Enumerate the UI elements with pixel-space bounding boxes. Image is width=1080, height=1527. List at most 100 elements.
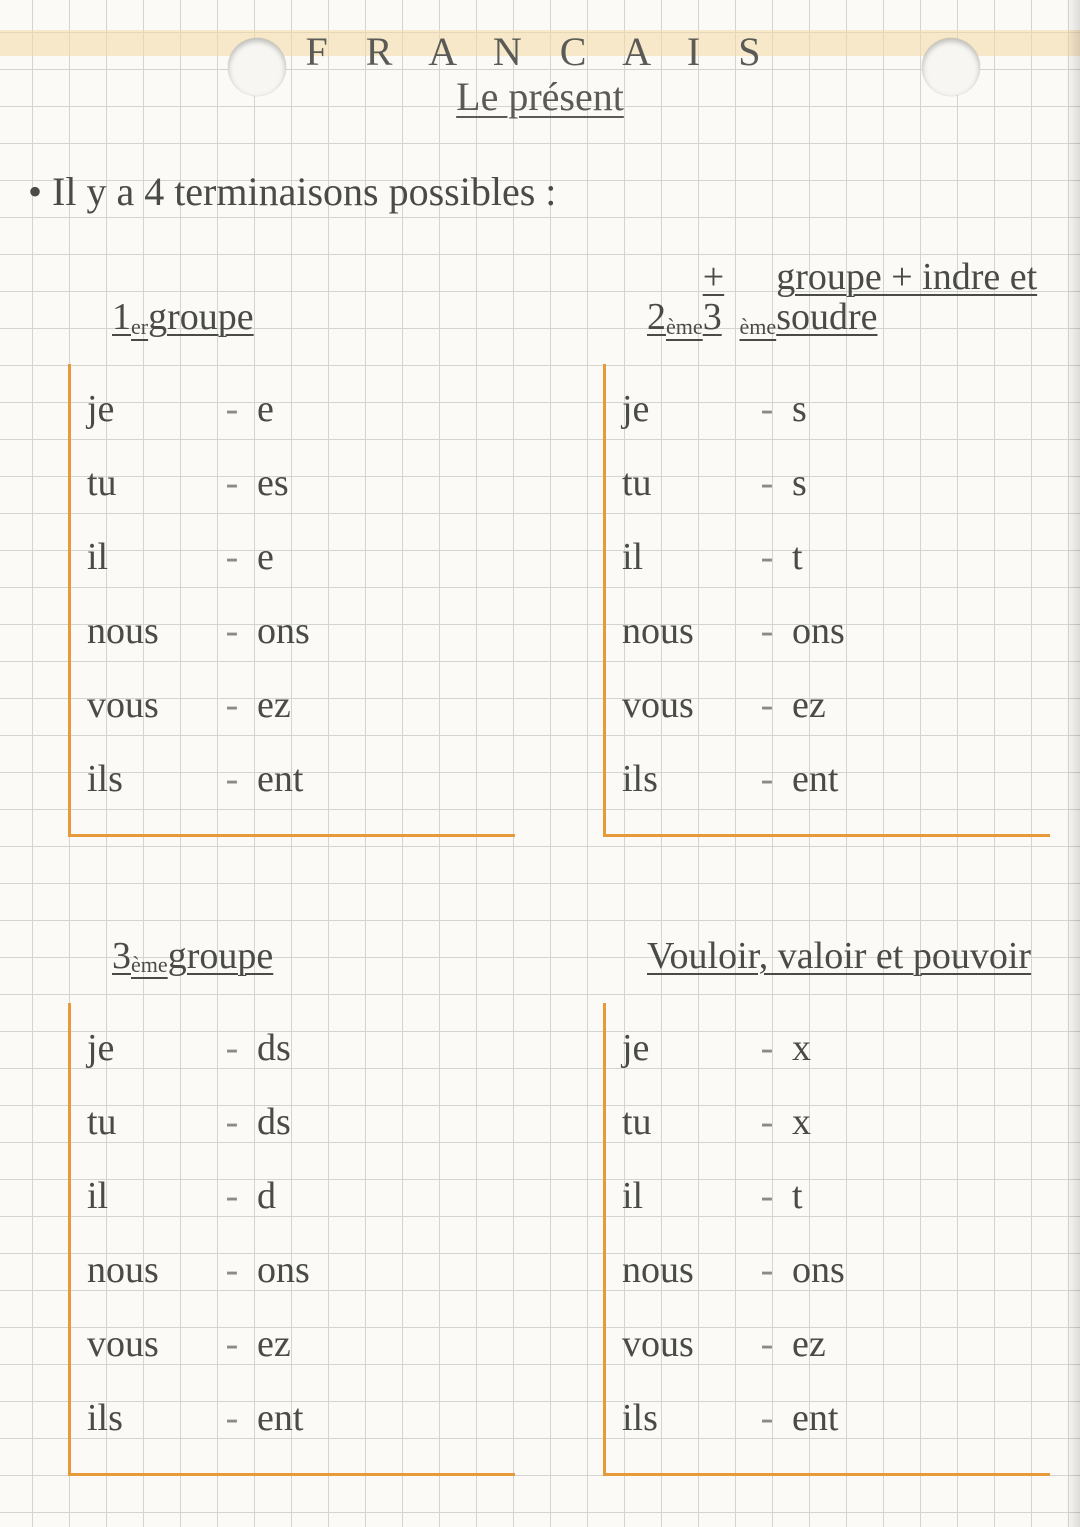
dash: - (207, 461, 257, 505)
pronoun: nous (622, 609, 742, 653)
conjugation-row: vous-ez (622, 668, 1050, 742)
dash: - (742, 1174, 792, 1218)
ending: ons (257, 609, 310, 653)
title-block: F R A N C A I S Le présent (0, 28, 1080, 120)
conjugation-row: vous-ez (87, 1307, 515, 1381)
dash: - (207, 535, 257, 579)
dash: - (207, 387, 257, 431)
title-main: F R A N C A I S (0, 28, 1080, 75)
pronoun: ils (87, 757, 207, 801)
ending: t (792, 535, 803, 579)
dash: - (742, 1322, 792, 1366)
ending: e (257, 387, 274, 431)
title-sub: Le présent (0, 73, 1080, 120)
ending: x (792, 1026, 811, 1070)
conjugation-box: je-stu-sil-tnous-onsvous-ezils-ent (603, 364, 1050, 837)
groups-grid: 1er groupeje-etu-esil-enous-onsvous-ezil… (40, 250, 1060, 1507)
ending: e (257, 535, 274, 579)
dash: - (207, 757, 257, 801)
ending: t (792, 1174, 803, 1218)
ending: ent (257, 1396, 303, 1440)
pronoun: il (87, 1174, 207, 1218)
conjugation-box: je-etu-esil-enous-onsvous-ezils-ent (68, 364, 515, 837)
conjugation-row: ils-ent (87, 742, 515, 816)
pronoun: nous (87, 1248, 207, 1292)
pronoun: tu (622, 461, 742, 505)
dash: - (207, 1322, 257, 1366)
pronoun: vous (622, 683, 742, 727)
pronoun: tu (87, 461, 207, 505)
conjugation-row: ils-ent (622, 742, 1050, 816)
conjugation-row: il-d (87, 1159, 515, 1233)
dash: - (742, 609, 792, 653)
pronoun: vous (87, 1322, 207, 1366)
dash: - (207, 1396, 257, 1440)
dash: - (207, 1100, 257, 1144)
pronoun: je (87, 387, 207, 431)
ending: x (792, 1100, 811, 1144)
pronoun: je (622, 1026, 742, 1070)
ending: ez (792, 1322, 826, 1366)
dash: - (207, 609, 257, 653)
pronoun: ils (622, 757, 742, 801)
conjugation-row: je-s (622, 372, 1050, 446)
conjugation-box: je-dstu-dsil-dnous-onsvous-ezils-ent (68, 1003, 515, 1476)
intro-text: • Il y a 4 terminaisons possibles : (28, 168, 556, 215)
conjugation-row: tu-s (622, 446, 1050, 520)
ending: s (792, 461, 807, 505)
page-shadow (1066, 0, 1080, 1527)
pronoun: il (622, 535, 742, 579)
dash: - (742, 1248, 792, 1292)
conjugation-row: tu-es (87, 446, 515, 520)
ending: d (257, 1174, 276, 1218)
pronoun: nous (87, 609, 207, 653)
ending: ent (792, 757, 838, 801)
pronoun: je (622, 387, 742, 431)
graph-paper: F R A N C A I S Le présent • Il y a 4 te… (0, 0, 1080, 1527)
conjugation-row: vous-ez (622, 1307, 1050, 1381)
dash: - (742, 683, 792, 727)
dash: - (742, 1100, 792, 1144)
ending: ent (257, 757, 303, 801)
group-title: 3ème groupe (68, 889, 515, 977)
conjugation-row: je-x (622, 1011, 1050, 1085)
ending: ons (257, 1248, 310, 1292)
ending: ds (257, 1100, 291, 1144)
pronoun: nous (622, 1248, 742, 1292)
dash: - (207, 683, 257, 727)
conjugation-row: ils-ent (87, 1381, 515, 1455)
group-0: 1er groupeje-etu-esil-enous-onsvous-ezil… (40, 250, 525, 869)
conjugation-row: il-t (622, 1159, 1050, 1233)
dash: - (742, 1026, 792, 1070)
ending: ez (792, 683, 826, 727)
ending: ons (792, 1248, 845, 1292)
pronoun: il (87, 535, 207, 579)
pronoun: tu (622, 1100, 742, 1144)
conjugation-row: vous-ez (87, 668, 515, 742)
conjugation-row: tu-ds (87, 1085, 515, 1159)
dash: - (742, 461, 792, 505)
dash: - (207, 1174, 257, 1218)
group-1: 2ème + 3ème groupe + indre et soudreje-s… (575, 250, 1060, 869)
ending: es (257, 461, 289, 505)
ending: ez (257, 1322, 291, 1366)
group-2: 3ème groupeje-dstu-dsil-dnous-onsvous-ez… (40, 889, 525, 1508)
dash: - (742, 535, 792, 579)
conjugation-row: je-e (87, 372, 515, 446)
conjugation-row: nous-ons (622, 594, 1050, 668)
dash: - (207, 1248, 257, 1292)
conjugation-row: nous-ons (87, 1233, 515, 1307)
pronoun: tu (87, 1100, 207, 1144)
dash: - (742, 387, 792, 431)
conjugation-row: tu-x (622, 1085, 1050, 1159)
pronoun: je (87, 1026, 207, 1070)
group-3: Vouloir, valoir et pouvoirje-xtu-xil-tno… (575, 889, 1060, 1508)
ending: ez (257, 683, 291, 727)
ending: ons (792, 609, 845, 653)
ending: ent (792, 1396, 838, 1440)
ending: s (792, 387, 807, 431)
pronoun: ils (87, 1396, 207, 1440)
dash: - (207, 1026, 257, 1070)
conjugation-row: nous-ons (87, 594, 515, 668)
dash: - (742, 757, 792, 801)
